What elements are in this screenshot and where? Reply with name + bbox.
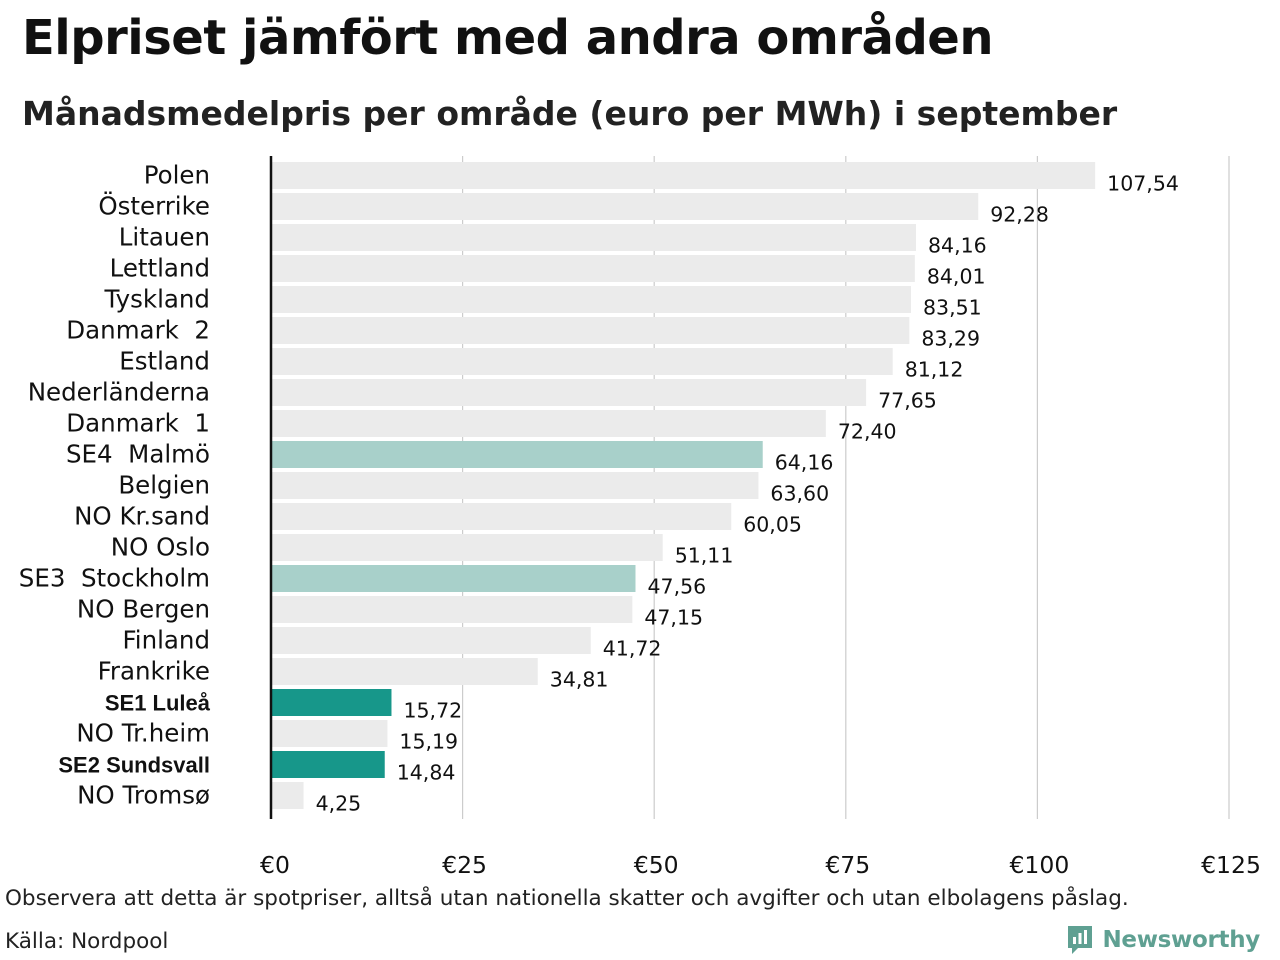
category-label: NO Kr.sand — [74, 502, 210, 531]
value-label: 14,84 — [397, 761, 456, 785]
footnote: Observera att detta är spotpriser, allts… — [5, 886, 1129, 911]
bar-chart: PolenÖsterrikeLitauenLettlandTysklandDan… — [19, 156, 1261, 879]
bar — [271, 410, 826, 437]
category-label: Polen — [144, 161, 210, 190]
category-label: Lettland — [110, 254, 210, 283]
value-label: 83,29 — [921, 327, 980, 351]
value-label: 84,16 — [928, 234, 987, 258]
bar — [271, 565, 636, 592]
value-label: 64,16 — [775, 451, 834, 475]
bar — [271, 255, 915, 282]
category-label: Nederländerna — [28, 378, 210, 407]
value-label: 4,25 — [316, 792, 362, 816]
bar — [271, 534, 663, 561]
bar — [271, 503, 732, 530]
bar — [271, 627, 591, 654]
bar — [271, 441, 763, 468]
x-tick-label: €25 — [442, 851, 487, 879]
category-label: Danmark 2 — [66, 316, 210, 345]
category-label: Finland — [122, 626, 210, 655]
category-label: SE3 Stockholm — [19, 564, 210, 593]
category-label: SE4 Malmö — [66, 440, 210, 469]
category-label: SE2 Sundsvall — [58, 753, 210, 778]
bar — [271, 193, 979, 220]
bar — [271, 162, 1096, 189]
category-label: NO Tromsø — [77, 781, 210, 810]
value-label: 41,72 — [603, 637, 662, 661]
bar — [271, 472, 759, 499]
bar — [271, 348, 893, 375]
category-labels: PolenÖsterrikeLitauenLettlandTysklandDan… — [19, 161, 211, 810]
bar — [271, 689, 392, 716]
value-label: 51,11 — [675, 544, 734, 568]
x-axis-ticks: €0 €25 €50 €75 €100 €125 — [260, 851, 1261, 879]
newsworthy-logo: Newsworthy — [1066, 924, 1260, 956]
value-label: 34,81 — [550, 668, 609, 692]
bar — [271, 596, 633, 623]
value-label: 83,51 — [923, 296, 982, 320]
logo-text: Newsworthy — [1102, 927, 1260, 953]
bar — [271, 751, 385, 778]
value-label: 60,05 — [743, 513, 802, 537]
bar — [271, 317, 910, 344]
bar — [271, 782, 304, 809]
bar — [271, 224, 917, 251]
category-label: NO Tr.heim — [76, 719, 210, 748]
bar — [271, 658, 538, 685]
x-tick-label: €50 — [634, 851, 679, 879]
category-label: Danmark 1 — [66, 409, 210, 438]
x-tick-label: €125 — [1201, 851, 1261, 879]
newsworthy-logo-icon — [1068, 926, 1093, 954]
category-label: Estland — [119, 347, 210, 376]
value-label: 92,28 — [990, 203, 1049, 227]
value-label: 15,19 — [399, 730, 458, 754]
x-tick-label: €0 — [260, 851, 290, 879]
value-label: 47,15 — [644, 606, 703, 630]
value-label: 63,60 — [770, 482, 829, 506]
category-label: Tyskland — [103, 285, 210, 314]
value-label: 81,12 — [905, 358, 964, 382]
category-label: NO Oslo — [111, 533, 210, 562]
source-text: Källa: Nordpool — [5, 929, 169, 954]
value-label: 72,40 — [838, 420, 897, 444]
category-label: SE1 Luleå — [105, 691, 211, 716]
bar — [271, 286, 912, 313]
x-tick-label: €75 — [825, 851, 870, 879]
bars — [271, 162, 1096, 809]
value-label: 15,72 — [403, 699, 462, 723]
category-label: Österrike — [98, 192, 210, 221]
category-label: Frankrike — [98, 657, 210, 686]
x-tick-label: €100 — [1009, 851, 1069, 879]
value-label: 84,01 — [927, 265, 986, 289]
bar — [271, 379, 867, 406]
category-label: NO Bergen — [77, 595, 210, 624]
value-label: 107,54 — [1107, 172, 1179, 196]
chart-title: Elpriset jämfört med andra områden — [22, 10, 994, 66]
category-label: Litauen — [119, 223, 210, 252]
value-label: 47,56 — [647, 575, 706, 599]
chart-subtitle: Månadsmedelpris per område (euro per MWh… — [22, 94, 1118, 133]
value-label: 77,65 — [878, 389, 937, 413]
bar — [271, 720, 388, 747]
category-label: Belgien — [118, 471, 210, 500]
